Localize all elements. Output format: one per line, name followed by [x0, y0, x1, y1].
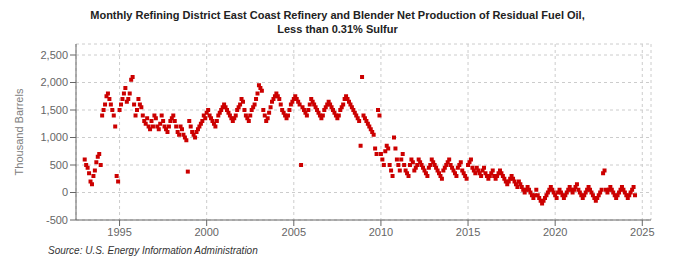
svg-text:2005: 2005 [282, 226, 306, 238]
svg-text:500: 500 [50, 159, 68, 171]
html-text:Monthly Refining District East: Monthly Refining District East Coast Ref… [90, 9, 585, 21]
svg-text:2,000: 2,000 [40, 76, 68, 88]
svg-text:2020: 2020 [543, 226, 567, 238]
svg-text:2015: 2015 [456, 226, 480, 238]
html-text:Source: U.S. Energy Informatio: Source: U.S. Energy Information Administ… [48, 245, 258, 256]
svg-text:-500: -500 [46, 214, 68, 226]
svg-text:2000: 2000 [194, 226, 218, 238]
svg-text:2,500: 2,500 [40, 49, 68, 61]
svg-text:2025: 2025 [630, 226, 654, 238]
svg-text:0: 0 [62, 186, 68, 198]
svg-text:1,000: 1,000 [40, 131, 68, 143]
svg-text:Thousand Barrels: Thousand Barrels [13, 88, 25, 175]
svg-text:2010: 2010 [369, 226, 393, 238]
svg-text:1995: 1995 [107, 226, 131, 238]
svg-text:1,500: 1,500 [40, 104, 68, 116]
html-text:Less than 0.31% Sulfur: Less than 0.31% Sulfur [277, 23, 398, 35]
